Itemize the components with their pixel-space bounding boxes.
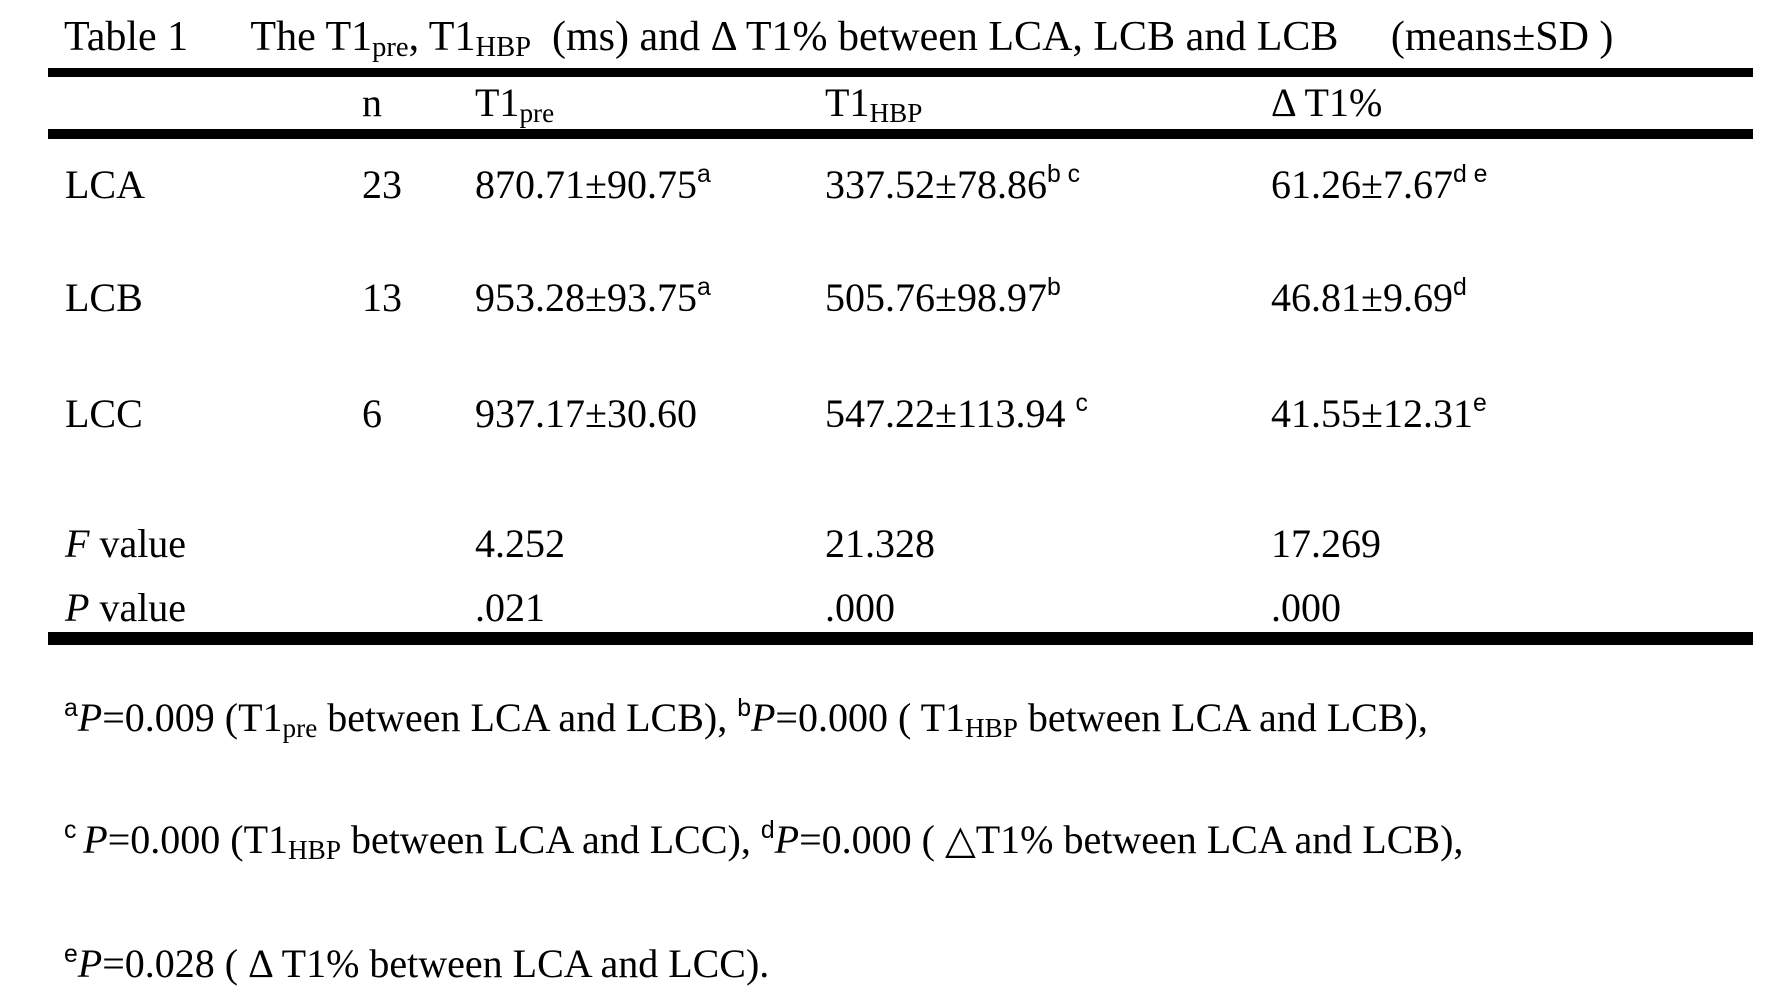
cell-t1pre: .021 (475, 584, 545, 630)
text-segment: 870.71±90.75 (475, 161, 697, 207)
header-cell-n: n (362, 79, 382, 125)
text-segment: between LCA and LCC), (340, 817, 761, 862)
cell-n: 23 (362, 161, 402, 207)
text-segment: b c (1046, 161, 1081, 189)
cell-t1pre: 870.71±90.75a (475, 134, 825, 241)
header-cell-delta-t1: Δ T1% (1271, 79, 1383, 125)
text-segment: =0.028 ( Δ T1% between LCA and LCC). (102, 941, 770, 986)
text-segment: 41.55±12.31 (1271, 390, 1473, 436)
table-row-lca: LCA 23 870.71±90.75a 337.52±78.86b c 61.… (48, 134, 1753, 241)
footnote-e: eP=0.028 ( Δ T1% between LCA and LCC). (64, 940, 769, 988)
table-row-lcb: LCB 13 953.28±93.75a 505.76±98.97b 46.81… (48, 241, 1753, 356)
text-segment: 46.81±9.69 (1271, 274, 1453, 320)
header-cell-label (48, 73, 362, 134)
text-segment: d (760, 816, 775, 844)
text-segment: P (750, 695, 776, 740)
cell-n: 13 (362, 274, 402, 320)
text-segment: HBP (869, 97, 923, 128)
text-segment: =0.000 ( △T1% between LCA and LCB), (799, 817, 1464, 862)
header-row: n T1pre T1HBP Δ T1% (48, 73, 1753, 134)
table-title: Table 1 The T1pre, T1HBP (ms) and Δ T1% … (64, 13, 1614, 64)
cell-t1hbp: 337.52±78.86b c (825, 134, 1271, 241)
table-row-lcc: LCC 6 937.17±30.60 547.22±113.94 c 41.55… (48, 356, 1753, 478)
text-segment: pre (519, 97, 555, 128)
text-segment: c (1075, 390, 1088, 418)
cell-t1hbp: .000 (825, 584, 895, 630)
text-segment: b (737, 694, 751, 722)
text-segment: 505.76±98.97 (825, 274, 1047, 320)
text-segment: P (774, 817, 800, 862)
row-label: LCA (65, 161, 145, 207)
text-segment: value (89, 520, 187, 566)
cell-delta-t1: 61.26±7.67d e (1271, 134, 1753, 241)
header-cell-t1hbp: T1HBP (825, 73, 1271, 134)
text-segment: 337.52±78.86 (825, 161, 1047, 207)
footnote-ab: aP=0.009 (T1pre between LCA and LCB), bP… (64, 694, 1428, 742)
cell-delta-t1: .000 (1271, 584, 1341, 630)
text-segment: HBP (965, 712, 1018, 743)
cell-delta-t1: 46.81±9.69d (1271, 241, 1753, 356)
table-row-f-value: F value 4.252 21.328 17.269 (48, 478, 1753, 576)
text-segment: 953.28±93.75 (475, 274, 697, 320)
text-segment: P (77, 941, 103, 986)
cell-delta-t1: 17.269 (1271, 520, 1381, 566)
text-segment: a (696, 274, 711, 302)
text-segment: P (65, 584, 90, 630)
text-segment: between LCA and LCB), (1017, 695, 1428, 740)
cell-n: 6 (362, 390, 382, 436)
text-segment: =0.009 (T1 (102, 695, 283, 740)
footnote-cd: c P=0.000 (T1HBP between LCA and LCC), d… (64, 816, 1463, 864)
text-segment: value (89, 584, 187, 630)
text-segment: (ms) and Δ T1% between LCA, LCB and LCB … (531, 14, 1614, 60)
cell-n (362, 576, 475, 639)
text-segment: e (64, 940, 78, 968)
text-segment: d (1452, 274, 1467, 302)
cell-t1hbp: 505.76±98.97b (825, 241, 1271, 356)
cell-t1pre: 937.17±30.60 (475, 390, 697, 436)
text-segment: HBP (288, 834, 341, 865)
row-label: LCC (65, 390, 143, 436)
text-segment: =0.000 ( T1 (775, 695, 966, 740)
text-segment: T1 (825, 79, 870, 125)
text-segment: P (77, 695, 103, 740)
text-segment: Table 1 The T1 (64, 14, 373, 60)
cell-delta-t1: 41.55±12.31e (1271, 356, 1753, 478)
data-table: n T1pre T1HBP Δ T1% LCA 23 870.71±90.75a… (48, 68, 1753, 645)
text-segment: HBP (475, 32, 532, 64)
cell-n (362, 478, 475, 576)
cell-t1pre: 953.28±93.75a (475, 241, 825, 356)
text-segment: d e (1452, 161, 1488, 189)
text-segment: =0.000 (T1 (107, 817, 289, 862)
cell-t1hbp: 547.22±113.94 c (825, 356, 1271, 478)
row-label: LCB (65, 274, 143, 320)
text-segment: T1 (475, 79, 520, 125)
header-cell-t1pre: T1pre (475, 73, 825, 134)
row-label: P value (48, 576, 362, 639)
text-segment: , T1 (408, 14, 476, 60)
text-segment: c (64, 816, 84, 844)
row-label: F value (48, 478, 362, 576)
text-segment: a (696, 161, 711, 189)
table-row-p-value: P value .021 .000 .000 (48, 576, 1753, 639)
text-segment: pre (372, 32, 409, 64)
text-segment: 61.26±7.67 (1271, 161, 1453, 207)
text-segment: e (1472, 390, 1487, 418)
text-segment: 547.22±113.94 (825, 390, 1076, 436)
text-segment: pre (282, 712, 318, 743)
text-segment: a (64, 694, 78, 722)
text-segment: P (83, 817, 108, 862)
text-segment: F (65, 520, 90, 566)
cell-t1hbp: 21.328 (825, 520, 935, 566)
cell-t1pre: 4.252 (475, 520, 565, 566)
text-segment: b (1046, 274, 1061, 302)
text-segment: between LCA and LCB), (317, 695, 738, 740)
